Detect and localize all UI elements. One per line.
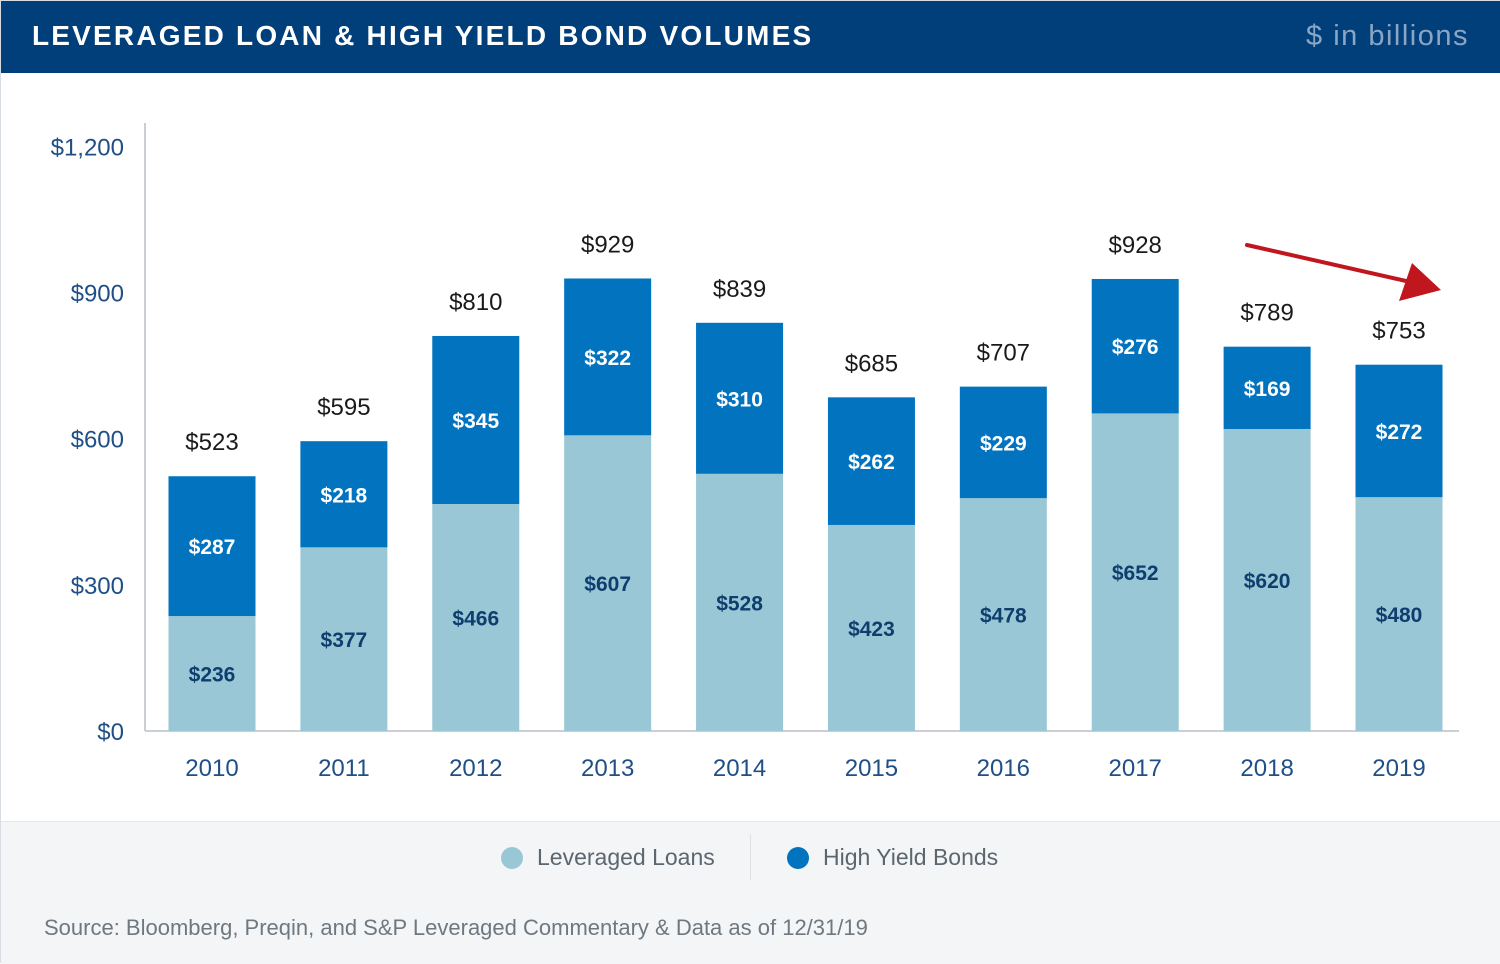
x-tick-label: 2013 bbox=[581, 755, 634, 782]
x-tick-label: 2012 bbox=[449, 755, 502, 782]
bar-leveraged-loans bbox=[827, 524, 915, 731]
data-label-total: $929 bbox=[581, 231, 634, 258]
bar-leveraged-loans bbox=[564, 435, 652, 731]
data-label-leveraged-loans: $236 bbox=[189, 664, 236, 687]
data-label-total: $839 bbox=[713, 276, 766, 303]
bar-leveraged-loans bbox=[168, 616, 256, 731]
bar-leveraged-loans bbox=[696, 473, 784, 731]
data-label-high-yield-bonds: $229 bbox=[980, 432, 1027, 455]
data-label-high-yield-bonds: $345 bbox=[452, 410, 499, 433]
data-label-leveraged-loans: $607 bbox=[584, 573, 631, 596]
trend-arrow-line bbox=[1245, 243, 1408, 283]
x-tick-label: 2017 bbox=[1109, 755, 1162, 782]
legend-swatch-high-yield-bonds bbox=[787, 846, 809, 869]
chart-title: LEVERAGED LOAN & HIGH YIELD BOND VOLUMES bbox=[32, 20, 814, 51]
bar-high-yield-bonds bbox=[696, 322, 784, 474]
data-label-high-yield-bonds: $272 bbox=[1376, 421, 1423, 444]
data-label-high-yield-bonds: $287 bbox=[189, 536, 236, 559]
x-tick-label: 2014 bbox=[713, 755, 766, 782]
bar-high-yield-bonds bbox=[1355, 364, 1443, 498]
bar-leveraged-loans bbox=[432, 504, 520, 731]
bar-leveraged-loans bbox=[959, 498, 1047, 731]
x-tick-label: 2016 bbox=[977, 755, 1030, 782]
bar-high-yield-bonds bbox=[1091, 278, 1179, 414]
bar-leveraged-loans bbox=[1223, 429, 1311, 731]
data-label-total: $928 bbox=[1109, 232, 1162, 259]
data-label-leveraged-loans: $478 bbox=[980, 605, 1027, 628]
source-footer: Source: Bloomberg, Preqin, and S&P Lever… bbox=[1, 893, 1500, 964]
x-tick-label: 2011 bbox=[318, 755, 370, 782]
x-tick-label: 2015 bbox=[845, 755, 898, 782]
data-label-total: $789 bbox=[1240, 300, 1293, 327]
y-tick-label: $300 bbox=[71, 573, 124, 600]
data-label-leveraged-loans: $423 bbox=[848, 618, 895, 641]
data-label-leveraged-loans: $466 bbox=[452, 608, 499, 631]
data-label-leveraged-loans: $652 bbox=[1112, 562, 1159, 585]
legend-item-leveraged-loans: Leveraged Loans bbox=[501, 844, 715, 871]
y-tick-label: $600 bbox=[71, 427, 124, 454]
units-label: $ in billions bbox=[1306, 20, 1469, 52]
legend-item-high-yield-bonds: High Yield Bonds bbox=[787, 844, 998, 871]
source-note: Source: Bloomberg, Preqin, and S&P Lever… bbox=[44, 915, 868, 940]
y-tick-label: $1,200 bbox=[51, 134, 124, 161]
stacked-bar-chart: $0 $300 $600 $900 $1,200 $236 $287 $523 2010 $377… bbox=[51, 123, 1459, 782]
trend-arrow-head bbox=[1399, 263, 1441, 301]
data-label-leveraged-loans: $377 bbox=[321, 629, 368, 652]
data-label-total: $810 bbox=[449, 289, 502, 316]
bar-high-yield-bonds bbox=[168, 476, 256, 617]
legend-swatch-leveraged-loans bbox=[501, 846, 523, 869]
data-label-total: $753 bbox=[1372, 318, 1425, 345]
data-label-total: $595 bbox=[317, 394, 370, 421]
chart-header: LEVERAGED LOAN & HIGH YIELD BOND VOLUMES… bbox=[1, 1, 1500, 73]
bar-high-yield-bonds bbox=[959, 386, 1047, 499]
bar-high-yield-bonds bbox=[827, 397, 915, 525]
data-label-total: $685 bbox=[845, 350, 898, 377]
bar-high-yield-bonds bbox=[1223, 346, 1311, 429]
x-tick-label: 2010 bbox=[185, 755, 238, 782]
data-label-leveraged-loans: $480 bbox=[1376, 604, 1423, 627]
data-label-total: $523 bbox=[185, 429, 238, 456]
y-tick-label: $900 bbox=[71, 281, 124, 308]
bar-high-yield-bonds bbox=[300, 441, 388, 548]
data-label-high-yield-bonds: $322 bbox=[584, 347, 631, 370]
legend-divider bbox=[750, 834, 751, 880]
bar-high-yield-bonds bbox=[432, 335, 520, 505]
legend: Leveraged Loans High Yield Bonds bbox=[1, 821, 1500, 894]
legend-label-high-yield-bonds: High Yield Bonds bbox=[823, 844, 999, 870]
bar-high-yield-bonds bbox=[564, 278, 652, 436]
x-tick-label: 2019 bbox=[1372, 755, 1425, 782]
data-label-high-yield-bonds: $276 bbox=[1112, 336, 1159, 359]
bar-leveraged-loans bbox=[1355, 497, 1443, 731]
x-tick-label: 2018 bbox=[1240, 755, 1293, 782]
legend-label-leveraged-loans: Leveraged Loans bbox=[537, 844, 715, 870]
data-label-total: $707 bbox=[977, 340, 1030, 367]
bar-leveraged-loans bbox=[300, 547, 388, 731]
data-label-leveraged-loans: $620 bbox=[1244, 570, 1291, 593]
data-label-high-yield-bonds: $262 bbox=[848, 451, 895, 474]
data-label-high-yield-bonds: $218 bbox=[321, 484, 368, 507]
data-label-leveraged-loans: $528 bbox=[716, 592, 763, 615]
data-label-high-yield-bonds: $169 bbox=[1244, 378, 1291, 401]
y-tick-label: $0 bbox=[97, 719, 124, 746]
data-label-high-yield-bonds: $310 bbox=[716, 388, 763, 411]
bar-leveraged-loans bbox=[1091, 413, 1179, 731]
